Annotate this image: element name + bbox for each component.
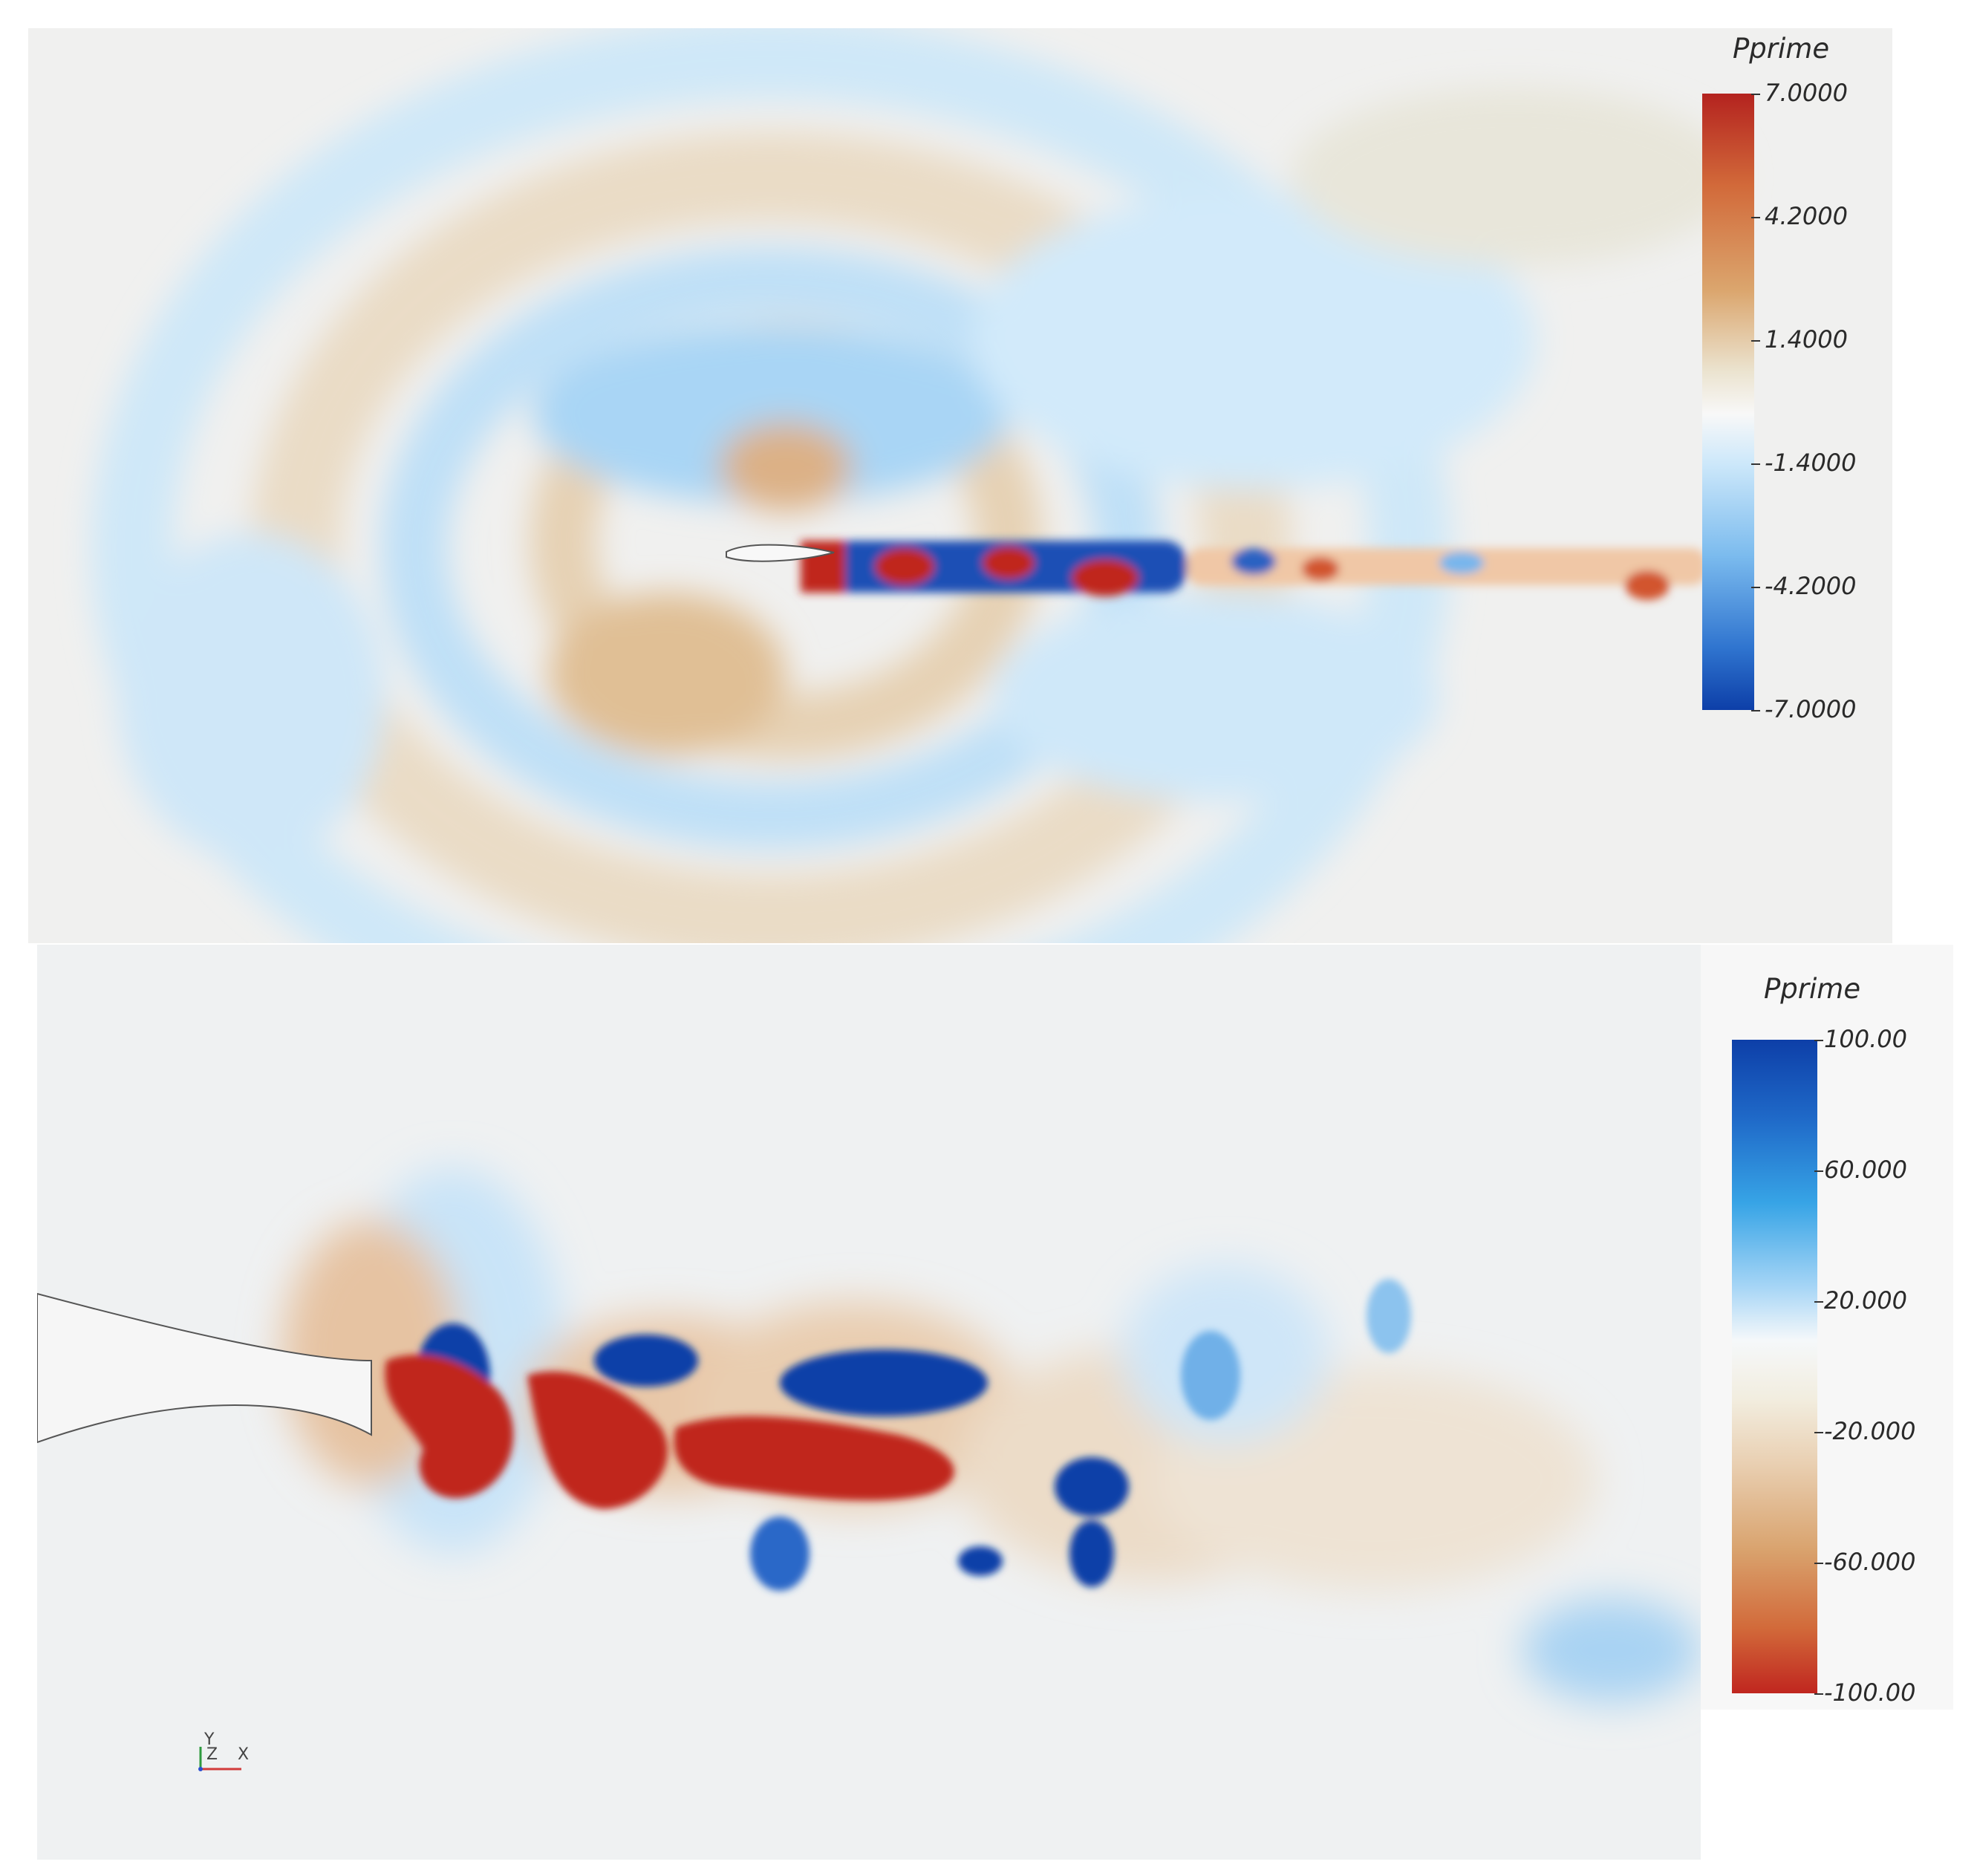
bottom-tick-label: 100.00: [1824, 1025, 1907, 1053]
axis-triad: [198, 1747, 241, 1771]
top-tick-label: -7.0000: [1765, 695, 1857, 723]
top-tick-label: 1.4000: [1765, 325, 1848, 354]
top-tick-label: 7.0000: [1765, 79, 1848, 107]
top-tick-label: -1.4000: [1765, 449, 1857, 477]
bottom-pressure-field: [37, 1167, 1701, 1771]
bottom-tick-label: 20.000: [1824, 1286, 1907, 1315]
top-tick-label: -4.2000: [1765, 572, 1857, 600]
top-tick-label: 4.2000: [1765, 202, 1848, 230]
airfoil-shape: [726, 544, 835, 562]
bottom-tick-label: -100.00: [1824, 1678, 1916, 1707]
bottom-tick-label: -20.000: [1824, 1417, 1916, 1445]
top-colorbar: [1702, 94, 1754, 710]
bottom-tick-label: -60.000: [1824, 1548, 1916, 1576]
bottom-contour-panel: Y Z X: [37, 945, 1701, 1860]
top-pressure-field: [91, 28, 1736, 943]
vortex-structures: [385, 1279, 1411, 1591]
top-contour-panel: Pprime 7.0000 4.2000 1.4000 -1.4000 -4.2…: [28, 28, 1892, 943]
trailing-edge-body: [37, 1292, 372, 1444]
axis-z-label: Z: [206, 1745, 218, 1764]
axis-x-label: X: [238, 1745, 250, 1764]
bottom-tick-label: 60.000: [1824, 1156, 1907, 1184]
axis-y-label: Y: [204, 1730, 215, 1749]
top-legend-title: Pprime: [1733, 33, 1830, 65]
bottom-legend-title: Pprime: [1764, 973, 1861, 1005]
bottom-colorbar: [1732, 1040, 1817, 1693]
acoustic-waves: [91, 28, 1736, 943]
